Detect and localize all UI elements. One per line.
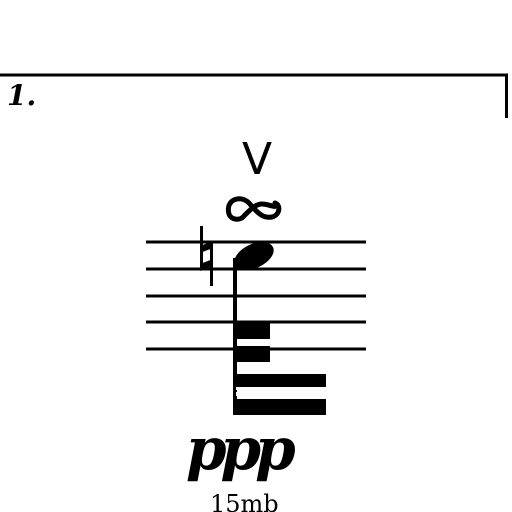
tremolo-stroke	[236, 399, 326, 415]
turn-icon	[225, 196, 282, 222]
natural-icon	[200, 226, 213, 286]
bottom-text: 15mb	[210, 490, 279, 512]
volta-number: 1.	[7, 79, 37, 112]
dynamic-marking: ppp	[186, 415, 296, 483]
volta-bracket	[0, 73, 508, 118]
note-stem	[233, 258, 237, 415]
tremolo-stroke	[236, 374, 326, 387]
tremolo-stroke	[236, 387, 326, 390]
tremolo-block	[236, 322, 270, 362]
note-head	[234, 241, 274, 271]
up-bow-mark: V	[241, 134, 273, 185]
tremolo-strokes	[236, 374, 326, 415]
tremolo-stroke	[236, 392, 326, 396]
